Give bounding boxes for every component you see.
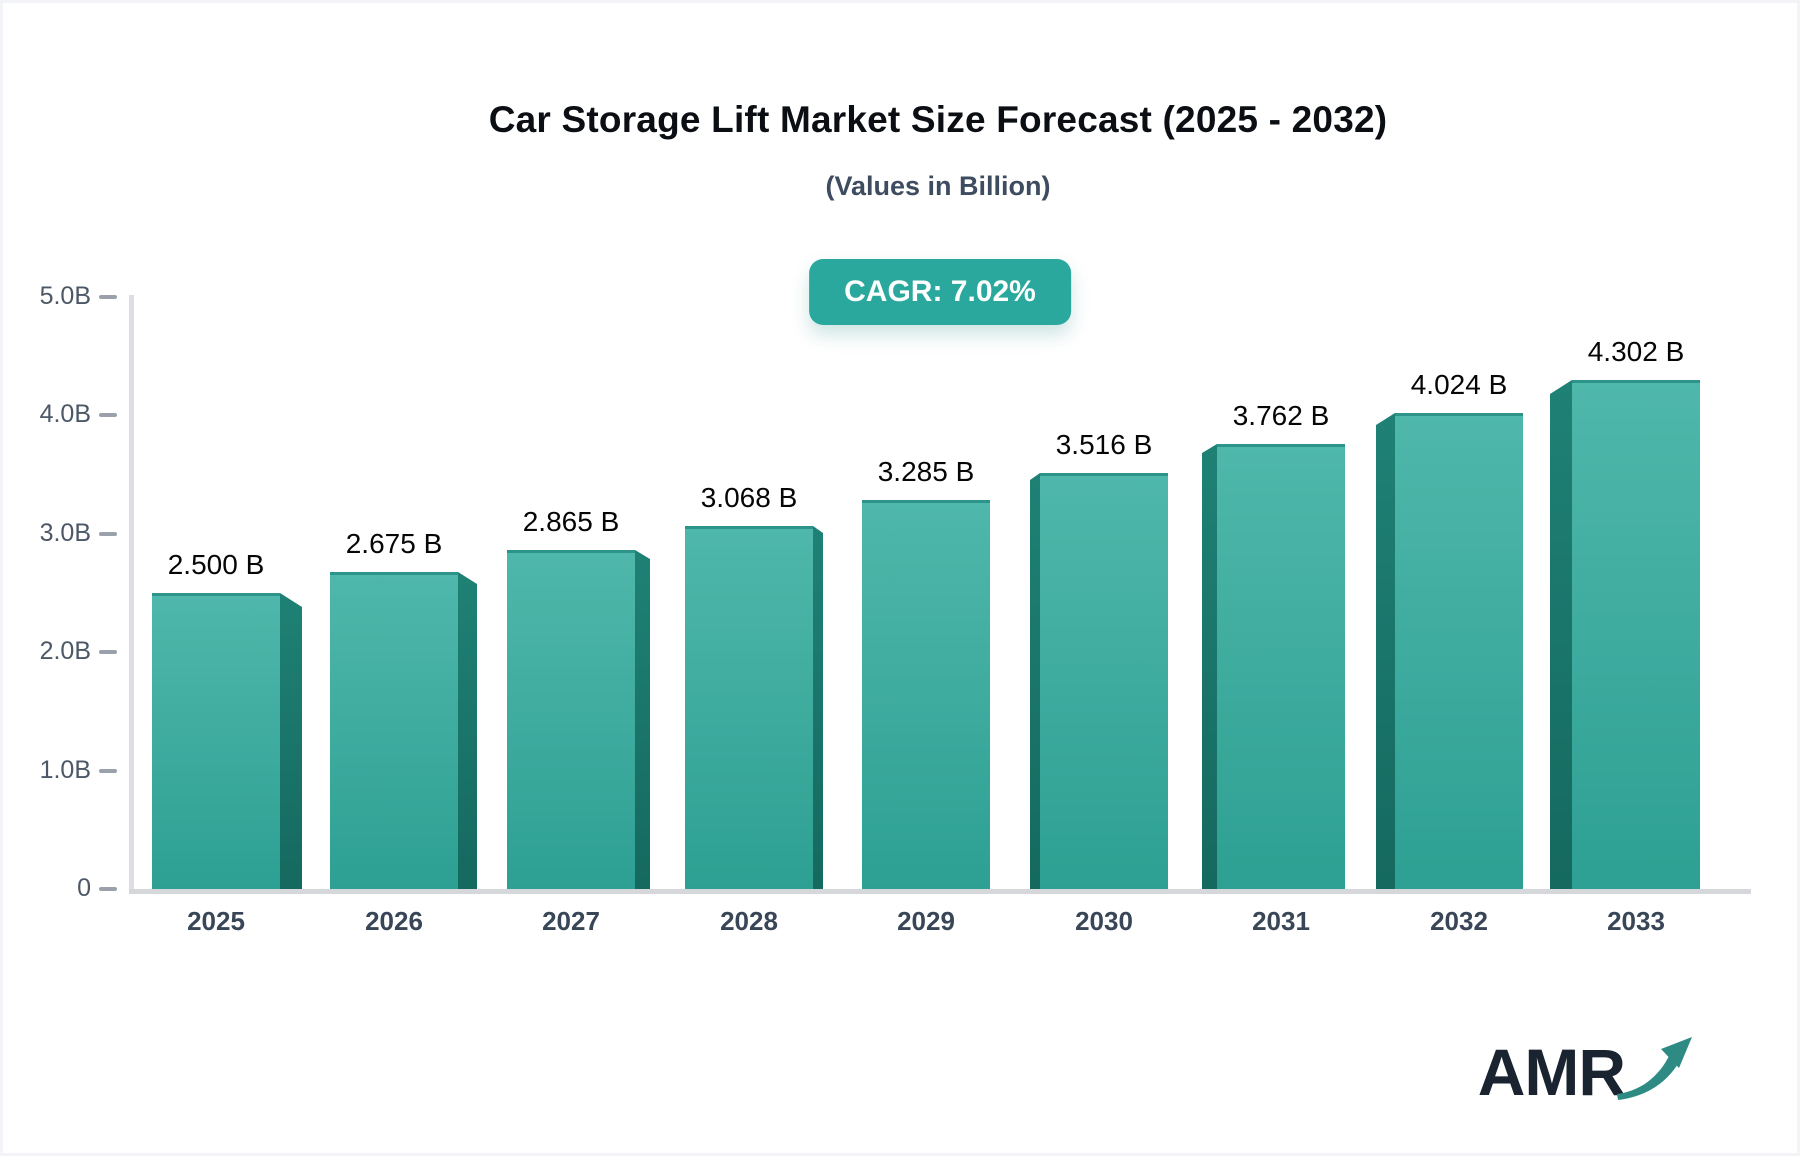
y-axis: 5.0B 4.0B 3.0B 2.0B 1.0B 0 bbox=[3, 3, 133, 1153]
bar-side-face bbox=[813, 526, 823, 889]
y-axis-label: 0 bbox=[77, 874, 91, 902]
bar-side-face bbox=[1202, 444, 1217, 889]
y-axis-tick bbox=[99, 532, 117, 536]
bar-value-label: 3.068 B bbox=[700, 482, 798, 513]
bar-side-face bbox=[1376, 413, 1395, 889]
bar bbox=[685, 526, 813, 889]
y-axis-label: 1.0B bbox=[39, 756, 91, 784]
bar bbox=[862, 500, 990, 889]
y-axis-tick bbox=[99, 295, 117, 299]
x-axis-label: 2026 bbox=[365, 906, 423, 936]
y-axis-label: 5.0B bbox=[39, 282, 91, 310]
bar-value-label: 3.762 B bbox=[1232, 400, 1330, 431]
bar-value-label: 4.024 B bbox=[1410, 369, 1508, 400]
amr-logo: AMR bbox=[1478, 1035, 1693, 1105]
bar-value-label: 3.516 B bbox=[1055, 429, 1153, 460]
bar-value-label: 4.302 B bbox=[1587, 336, 1685, 367]
chart-title: Car Storage Lift Market Size Forecast (2… bbox=[488, 99, 1388, 140]
bar-side-face bbox=[635, 550, 650, 889]
bar bbox=[330, 572, 458, 889]
x-axis-label: 2030 bbox=[1075, 906, 1133, 936]
bar-value-label: 2.675 B bbox=[345, 528, 443, 559]
y-axis-tick bbox=[99, 769, 117, 773]
x-axis-label: 2029 bbox=[897, 906, 955, 936]
trending-arrow-icon bbox=[1617, 1037, 1692, 1100]
bar-side-face bbox=[1030, 473, 1040, 889]
y-axis-label: 2.0B bbox=[39, 637, 91, 665]
bar bbox=[1395, 413, 1523, 889]
bar bbox=[1040, 473, 1168, 889]
x-axis-label: 2028 bbox=[720, 906, 778, 936]
bar bbox=[152, 593, 280, 889]
x-axis-label: 2027 bbox=[542, 906, 600, 936]
plot-area: 2.500 B 2.675 B 2.865 B 3.068 B 3.285 B 3.516… bbox=[133, 297, 1751, 889]
cagr-badge: CAGR: 7.02% bbox=[809, 259, 1071, 325]
x-axis-label: 2031 bbox=[1252, 906, 1310, 936]
bar-side-face bbox=[1550, 380, 1572, 889]
y-axis-label: 3.0B bbox=[39, 519, 91, 547]
y-axis-tick bbox=[99, 650, 117, 654]
bar-side-face bbox=[280, 593, 302, 889]
x-axis-line bbox=[129, 889, 1751, 894]
bar-value-label: 2.865 B bbox=[522, 506, 620, 537]
bar-value-label: 3.285 B bbox=[877, 456, 975, 487]
y-axis-line bbox=[129, 295, 134, 891]
bar-side-face bbox=[458, 572, 477, 889]
x-axis: 2025 2026 2027 2028 2029 2030 2031 2032 2033 bbox=[3, 906, 1797, 946]
bar-value-label: 2.500 B bbox=[167, 549, 265, 580]
cagr-badge-label: CAGR: 7.02% bbox=[844, 275, 1036, 308]
y-axis-tick bbox=[99, 413, 117, 417]
y-axis-label: 4.0B bbox=[39, 400, 91, 428]
x-axis-label: 2033 bbox=[1607, 906, 1665, 936]
bar bbox=[1572, 380, 1700, 889]
bar bbox=[1217, 444, 1345, 889]
bar bbox=[507, 550, 635, 889]
x-axis-label: 2032 bbox=[1430, 906, 1488, 936]
amr-logo-text: AMR bbox=[1477, 1035, 1626, 1109]
x-axis-label: 2025 bbox=[187, 906, 245, 936]
chart-subtitle: (Values in Billion) bbox=[825, 171, 1051, 201]
y-axis-tick bbox=[99, 887, 117, 891]
